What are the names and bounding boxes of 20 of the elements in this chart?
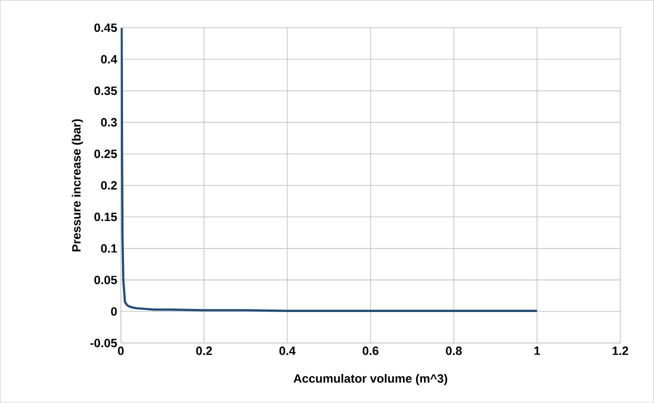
y-tick-label: 0.4 (101, 55, 118, 64)
x-tick-label: 0.8 (446, 346, 462, 356)
y-tick-label: -0.05 (90, 338, 117, 348)
y-tick-label: 0.15 (94, 212, 117, 222)
x-tick-label: 0 (118, 346, 124, 356)
x-axis-title: Accumulator volume (m^3) (294, 374, 448, 386)
y-tick-label: 0 (111, 307, 117, 316)
y-tick-label: 0.1 (101, 244, 117, 253)
y-tick-label: 0.05 (94, 276, 117, 284)
x-tick-label: 0.6 (362, 346, 378, 356)
y-axis-title: Pressure increase (bar) (72, 119, 84, 252)
y-tick-label: 0.2 (101, 181, 117, 190)
x-tick-label: 1 (534, 346, 540, 355)
x-tick-label: 0.4 (279, 346, 296, 356)
y-tick-label: 0.45 (94, 24, 117, 32)
x-tick-label: 0.2 (196, 346, 212, 356)
y-tick-label: 0.25 (94, 150, 117, 158)
y-tick-label: 0.3 (101, 118, 117, 127)
x-tick-label: 1.2 (612, 346, 628, 356)
y-tick-label: 0.35 (94, 86, 117, 96)
